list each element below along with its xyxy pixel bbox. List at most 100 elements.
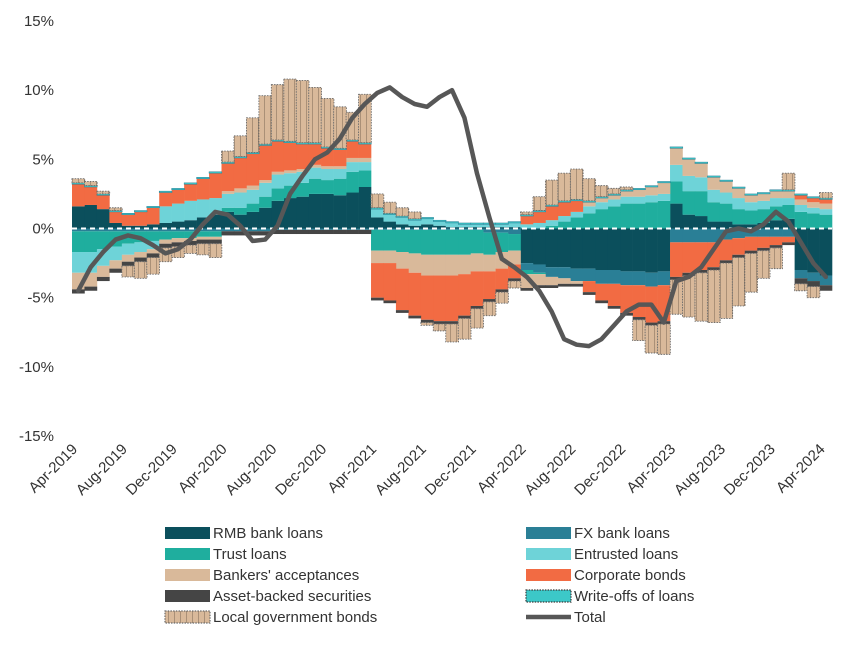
bar-segment — [707, 228, 721, 243]
bar-segment — [121, 265, 136, 278]
bar-segment — [395, 224, 409, 229]
bar-segment — [532, 274, 546, 286]
bar-segment — [346, 141, 359, 158]
bar-segment — [371, 297, 384, 301]
bar-segment — [707, 242, 721, 268]
legend-swatch — [165, 548, 210, 560]
bar-segment — [134, 252, 148, 258]
bar-segment — [495, 222, 509, 225]
bar-segment — [482, 301, 497, 317]
bar-segment — [445, 275, 459, 322]
bar-segment — [508, 278, 521, 282]
legend-item-asset-backed-securities: Asset-backed securities — [165, 588, 371, 605]
bar-segment — [121, 261, 135, 266]
bar-segment — [470, 229, 484, 254]
bar-segment — [483, 271, 496, 300]
bar-segment — [371, 209, 384, 218]
bar-segment — [271, 174, 285, 189]
bar-segment — [246, 203, 260, 212]
bar-segment — [184, 240, 197, 246]
bar-segment — [769, 198, 783, 207]
bar-segment — [84, 204, 98, 229]
bar-segment — [258, 228, 272, 232]
bar-segment — [321, 180, 334, 194]
bar-segment — [184, 200, 197, 221]
bar-segment — [620, 285, 633, 313]
bar-segment — [221, 231, 235, 236]
x-tick-label: Dec-2019 — [123, 441, 181, 499]
bar-segment — [295, 80, 310, 144]
bar-segment — [408, 315, 422, 319]
bar-segment — [333, 149, 347, 167]
y-tick-label: -5% — [27, 290, 54, 307]
bar-segment — [209, 239, 222, 244]
bar-segment — [458, 315, 471, 319]
bar-segment — [395, 217, 409, 225]
bar-segment — [395, 310, 409, 313]
bar-segment — [134, 257, 148, 262]
bar-segment — [346, 162, 359, 172]
legend-label: Asset-backed securities — [213, 588, 371, 605]
bar-segment — [159, 228, 172, 232]
bar-segment — [607, 199, 621, 207]
bar-segment — [420, 229, 434, 255]
bar-segment — [470, 308, 484, 329]
bar-segment — [520, 211, 534, 216]
bar-segment — [308, 229, 322, 235]
bar-segment — [632, 228, 646, 272]
bar-segment — [719, 260, 733, 264]
bar-segment — [532, 222, 546, 229]
bar-segment — [495, 289, 509, 293]
x-tick-label: Dec-2020 — [272, 441, 330, 499]
bar-segment — [146, 207, 160, 225]
bar-segment — [532, 264, 546, 273]
legend-item-trust-loans: Trust loans — [165, 546, 287, 563]
bar-segment — [769, 228, 783, 237]
bar-segment — [271, 228, 285, 230]
bar-segment — [458, 227, 471, 229]
legend-swatch — [165, 590, 210, 602]
bar-segment — [782, 198, 795, 205]
bar-segment — [719, 262, 734, 319]
bar-segment — [72, 231, 85, 253]
bar-segment — [495, 224, 509, 228]
bar-segment — [657, 193, 671, 201]
bar-segment — [682, 159, 696, 176]
bar-segment — [383, 250, 397, 264]
bar-segment — [333, 195, 347, 229]
bar-segment — [358, 144, 372, 158]
bar-segment — [433, 254, 447, 276]
bar-segment — [632, 285, 646, 318]
bar-segment — [121, 243, 135, 255]
bar-segment — [158, 190, 173, 193]
bar-segment — [209, 173, 222, 199]
bar-segment — [694, 161, 708, 164]
bar-segment — [632, 189, 646, 197]
bar-segment — [395, 207, 410, 217]
legend-label: Trust loans — [213, 546, 287, 563]
bar-segment — [557, 283, 571, 287]
legend-item-corporate-bonds: Corporate bonds — [526, 567, 686, 584]
bar-segment — [445, 321, 459, 324]
bar-segment — [732, 228, 746, 239]
bar-segment — [96, 231, 110, 250]
bar-segment — [682, 175, 696, 192]
bar-segment — [445, 254, 459, 276]
bar-segment — [358, 229, 372, 235]
bar-segment — [545, 228, 559, 268]
bar-segment — [146, 253, 160, 258]
bar-segment — [246, 228, 260, 232]
legend-label: Write-offs of loans — [574, 588, 694, 605]
bar-segment — [520, 224, 534, 229]
bar-segment — [457, 317, 472, 340]
bar-segment — [508, 234, 521, 251]
bar-segment — [433, 229, 447, 255]
bar-segment — [757, 236, 771, 248]
bar-segment — [320, 98, 335, 148]
bar-segment — [196, 243, 210, 256]
bar-segment — [769, 245, 783, 248]
bar-segment — [570, 200, 584, 212]
bar-segment — [769, 247, 783, 270]
legend-swatch — [526, 569, 571, 581]
bar-segment — [532, 211, 546, 223]
